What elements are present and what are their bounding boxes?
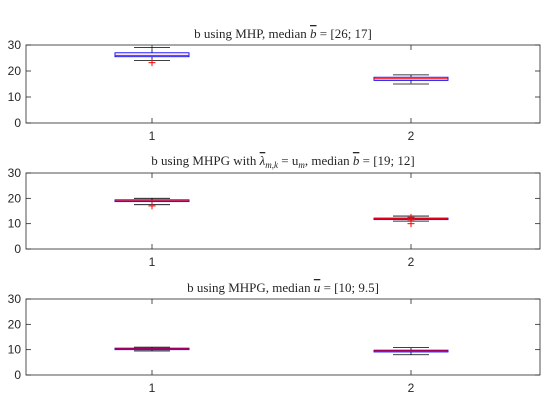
x-tick-label: 2: [408, 129, 415, 143]
y-tick-label: 20: [8, 191, 22, 205]
outlier-marker: [148, 59, 156, 67]
y-tick-label: 20: [8, 317, 22, 331]
x-tick-label: 1: [149, 255, 156, 269]
outlier-marker: [407, 213, 415, 221]
y-tick-label: 10: [8, 343, 22, 357]
y-tick-label: 30: [8, 166, 22, 180]
box-2: [373, 213, 449, 228]
boxplot-panel-1: 0 10 20 30 1 2 b using MHP, median b = [26; 17…: [8, 26, 541, 143]
box-1: [114, 346, 190, 352]
x-tick-label: 1: [149, 129, 156, 143]
x-tick-label: 2: [408, 255, 415, 269]
y-tick-label: 0: [14, 116, 21, 130]
box-2: [373, 74, 449, 85]
boxplot-panel-3: 0 10 20 30 1 2 b using MHPG, median u = [10; 9…: [8, 280, 541, 395]
plot-area: [25, 298, 541, 376]
y-tick-label: 0: [14, 368, 21, 382]
box-2: [373, 347, 449, 356]
outlier-marker: [148, 202, 156, 210]
boxplot-panel-2: 0 10 20 30 1 2 b using MHPG with λm,k = um, me…: [8, 153, 541, 269]
y-tick-label: 0: [14, 242, 21, 256]
panel-title: b using MHP, median b = [26; 17]: [194, 26, 372, 41]
x-tick-label: 1: [149, 381, 156, 395]
box-1: [114, 47, 190, 67]
y-tick-label: 20: [8, 64, 22, 78]
box-1: [114, 197, 190, 210]
y-tick-label: 30: [8, 292, 22, 306]
y-tick-label: 30: [8, 38, 22, 52]
x-tick-label: 2: [408, 381, 415, 395]
plot-area: [25, 172, 541, 250]
y-tick-label: 10: [8, 90, 22, 104]
panel-title: b using MHPG with λm,k = um, median b = …: [151, 153, 414, 170]
plot-area: [25, 44, 541, 124]
panel-title: b using MHPG, median u = [10; 9.5]: [187, 280, 379, 295]
box-iqr: [114, 52, 190, 58]
y-tick-label: 10: [8, 217, 22, 231]
